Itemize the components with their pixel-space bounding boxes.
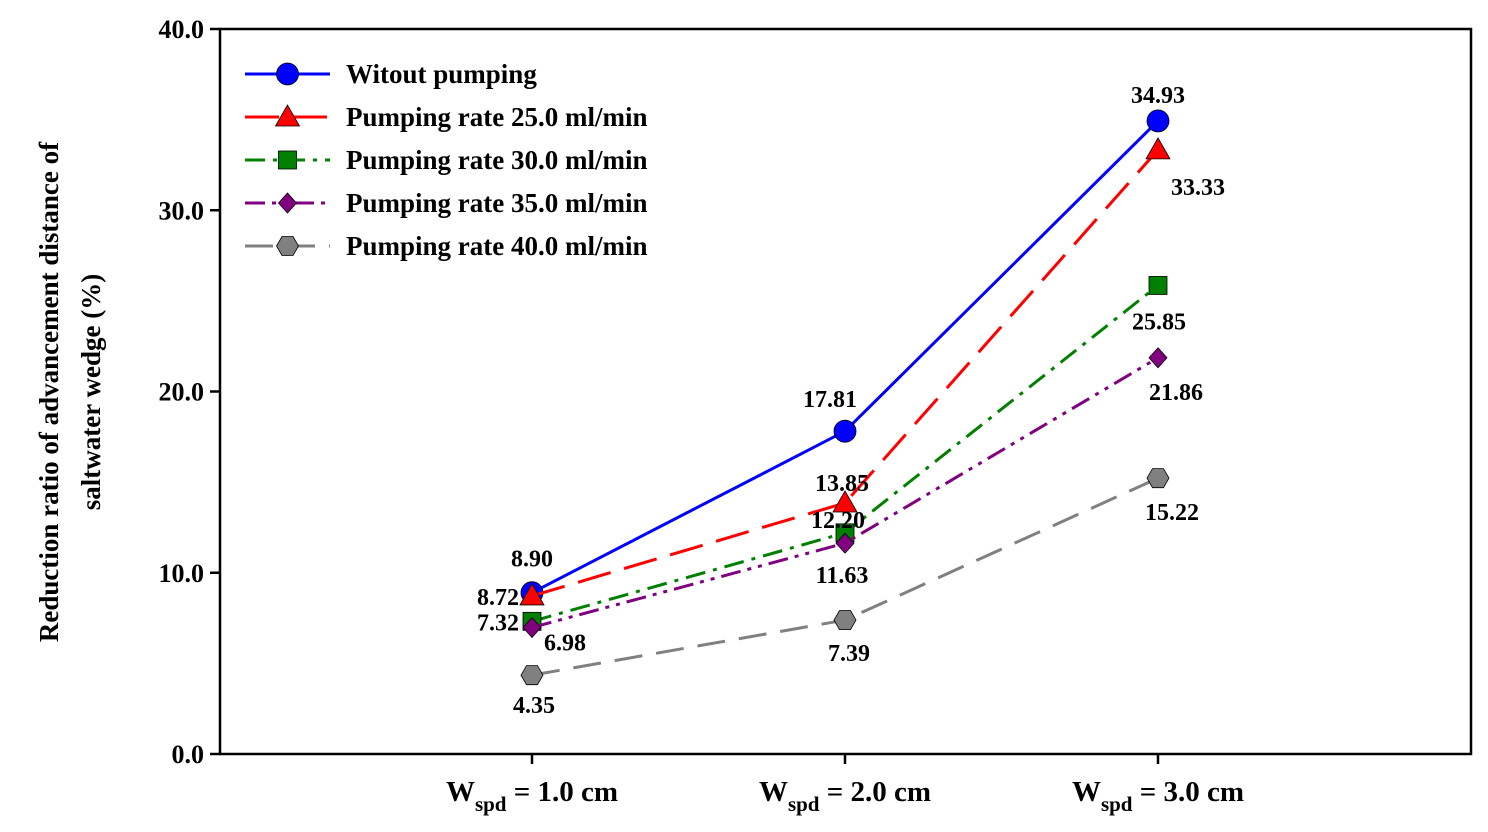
y-axis-title-line2: saltwater wedge (%) [76, 274, 106, 510]
series-4-point [835, 532, 855, 554]
series-4-point [522, 616, 542, 639]
series-line-2 [531, 148, 1160, 598]
data-label: 17.81 [803, 387, 857, 413]
series-2-point [832, 490, 858, 513]
x-tick-label-rest: = 2.0 cm [819, 776, 931, 808]
x-tick-label-sub: spd [788, 792, 820, 816]
series-2-point [1145, 137, 1171, 160]
y-tick-label: 30.0 [159, 196, 205, 225]
y-tick-label: 0.0 [172, 740, 205, 769]
y-axis-title-line1: Reduction ratio of advancement distance … [34, 141, 64, 642]
data-label: 11.63 [816, 563, 869, 589]
x-tick-label-rest: = 3.0 cm [1132, 776, 1244, 808]
x-tick-label: Wspd = 2.0 cm [759, 776, 931, 816]
data-label: 7.32 [477, 610, 519, 636]
x-tick-label-sub: spd [475, 792, 507, 816]
legend-label: Pumping rate 40.0 ml/min [346, 231, 648, 261]
data-label: 33.33 [1171, 175, 1225, 201]
legend-marker-4 [277, 192, 298, 214]
series-1-point [1146, 109, 1170, 133]
legend-label: Pumping rate 35.0 ml/min [346, 188, 648, 218]
x-tick-label: Wspd = 1.0 cm [446, 776, 618, 816]
series-2-point [519, 583, 545, 606]
data-label: 8.90 [511, 547, 553, 573]
x-tick-label: Wspd = 3.0 cm [1072, 776, 1244, 816]
series-3-point [1148, 276, 1168, 295]
data-label: 25.85 [1132, 309, 1186, 335]
series-5-point [833, 610, 857, 630]
legend-label: Witout pumping [346, 59, 537, 89]
x-tick-label-main: W [759, 776, 788, 808]
x-tick-label-rest: = 1.0 cm [506, 776, 618, 808]
series-1-point [833, 419, 857, 443]
legend-marker-5 [276, 236, 299, 256]
data-label: 13.85 [815, 471, 869, 497]
data-label: 6.98 [544, 630, 586, 656]
series-5-point [520, 665, 544, 686]
data-label: 15.22 [1145, 500, 1199, 526]
data-label: 34.93 [1131, 83, 1185, 109]
data-label: 7.39 [828, 641, 870, 667]
x-tick-label-sub: spd [1101, 792, 1133, 816]
legend-marker-2 [274, 104, 301, 127]
legend-marker-1 [276, 62, 299, 86]
y-tick-label: 20.0 [159, 378, 205, 407]
series-4-point [1148, 347, 1168, 369]
series-5-point [1146, 468, 1170, 489]
legend-label: Pumping rate 30.0 ml/min [346, 145, 648, 175]
data-label: 12.20 [811, 508, 865, 534]
y-tick-label: 10.0 [159, 559, 205, 588]
x-tick-label-main: W [446, 776, 475, 808]
legend-marker-3 [278, 150, 297, 170]
legend-label: Pumping rate 25.0 ml/min [346, 102, 648, 132]
data-label: 4.35 [513, 693, 555, 719]
y-tick-label: 40.0 [159, 15, 205, 44]
x-tick-label-main: W [1072, 776, 1101, 808]
data-label: 8.72 [477, 585, 519, 611]
data-label: 21.86 [1149, 380, 1203, 406]
